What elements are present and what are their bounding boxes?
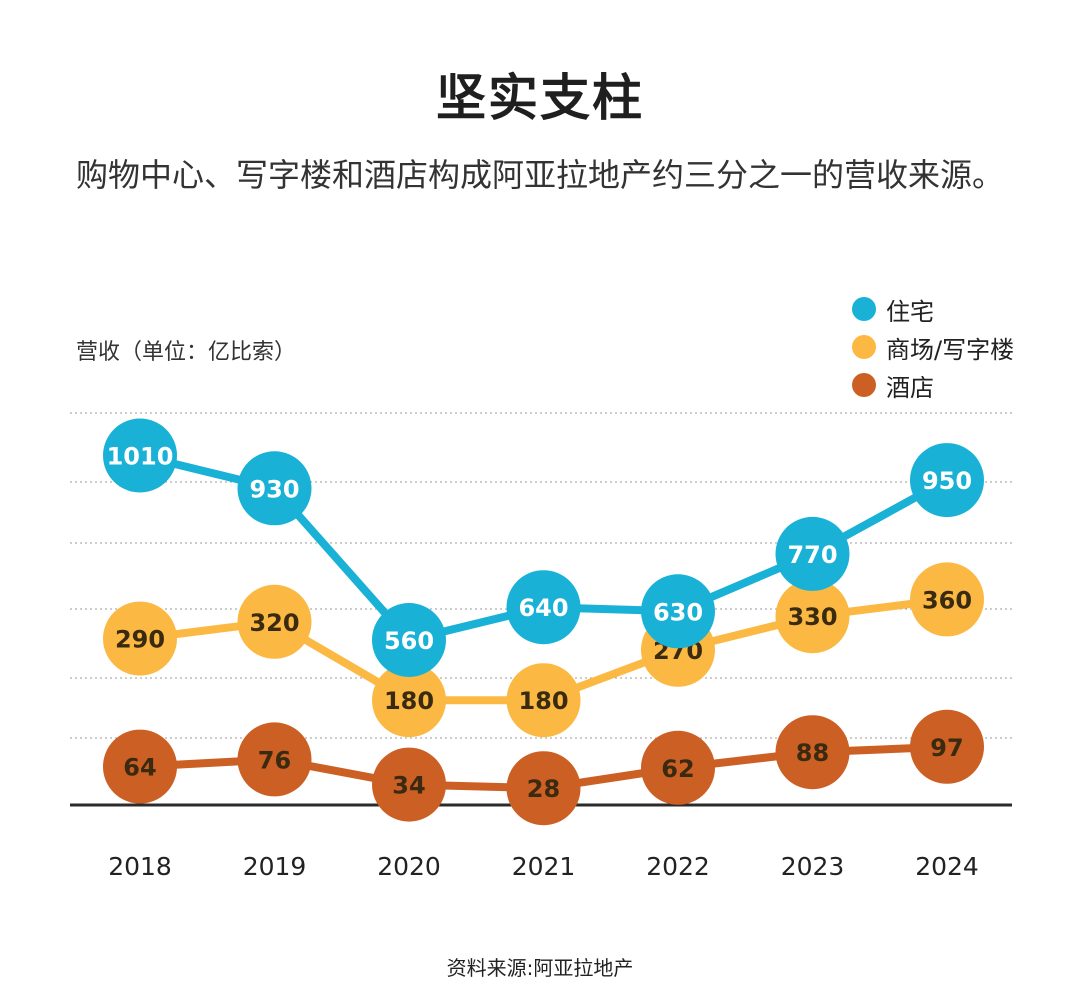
data-point bbox=[237, 584, 312, 659]
data-point bbox=[103, 418, 177, 493]
data-label: 290 bbox=[115, 626, 165, 654]
data-label: 62 bbox=[661, 755, 694, 783]
legend-swatch-residential bbox=[852, 297, 876, 321]
data-point bbox=[506, 751, 581, 826]
data-label: 930 bbox=[249, 475, 299, 503]
data-point bbox=[372, 603, 446, 677]
data-point bbox=[910, 562, 984, 637]
data-point bbox=[506, 570, 581, 645]
data-label: 34 bbox=[392, 772, 425, 800]
data-point bbox=[910, 443, 984, 518]
data-point bbox=[641, 574, 715, 649]
data-label: 560 bbox=[384, 627, 434, 655]
legend-label-residential: 住宅 bbox=[886, 297, 934, 326]
data-label: 97 bbox=[930, 734, 963, 762]
legend-label-mall-office: 商场/写字楼 bbox=[886, 335, 1015, 364]
x-tick-label: 2023 bbox=[781, 852, 845, 881]
data-label: 950 bbox=[922, 467, 972, 495]
x-tick-label: 2024 bbox=[915, 852, 979, 881]
data-label: 630 bbox=[653, 598, 703, 626]
data-point bbox=[372, 663, 446, 738]
data-point bbox=[775, 579, 850, 654]
data-label: 770 bbox=[787, 541, 837, 569]
x-tick-label: 2019 bbox=[243, 852, 307, 881]
legend: 住宅 商场/写字楼 酒店 bbox=[852, 290, 1014, 404]
data-point bbox=[641, 730, 715, 805]
chart-title: 坚实支柱 bbox=[436, 69, 644, 127]
data-label: 76 bbox=[258, 746, 291, 774]
legend-swatch-mall-office bbox=[852, 335, 876, 359]
data-label: 180 bbox=[384, 687, 434, 715]
legend-item-residential: 住宅 bbox=[852, 290, 1014, 328]
data-point bbox=[103, 601, 177, 676]
data-label: 180 bbox=[518, 687, 568, 715]
legend-swatch-hotel bbox=[852, 373, 876, 397]
data-label: 360 bbox=[922, 586, 972, 614]
data-label: 64 bbox=[123, 754, 156, 782]
data-point bbox=[372, 747, 446, 822]
legend-item-mall-office: 商场/写字楼 bbox=[852, 328, 1014, 366]
data-point bbox=[237, 722, 312, 797]
data-label: 330 bbox=[787, 603, 837, 631]
source-note: 资料来源:阿亚拉地产 bbox=[446, 956, 634, 980]
data-label: 88 bbox=[796, 739, 829, 767]
data-point bbox=[237, 451, 312, 526]
data-point bbox=[103, 729, 177, 804]
legend-item-hotel: 酒店 bbox=[852, 366, 1014, 404]
data-point bbox=[506, 663, 581, 738]
x-tick-label: 2020 bbox=[377, 852, 441, 881]
y-axis-label: 营收（单位：亿比索） bbox=[76, 340, 297, 365]
x-tick-label: 2021 bbox=[512, 852, 576, 881]
x-tick-label: 2018 bbox=[108, 852, 172, 881]
x-tick-label: 2022 bbox=[646, 852, 710, 881]
legend-label-hotel: 酒店 bbox=[886, 373, 934, 402]
data-label: 320 bbox=[249, 609, 299, 637]
data-point bbox=[910, 709, 984, 784]
data-point bbox=[775, 715, 850, 790]
data-label: 28 bbox=[527, 775, 560, 803]
data-point bbox=[775, 516, 850, 591]
chart-subtitle: 购物中心、写字楼和酒店构成阿亚拉地产约三分之一的营收来源。 bbox=[75, 156, 1004, 194]
data-label: 1010 bbox=[107, 443, 174, 471]
data-label: 640 bbox=[518, 594, 568, 622]
